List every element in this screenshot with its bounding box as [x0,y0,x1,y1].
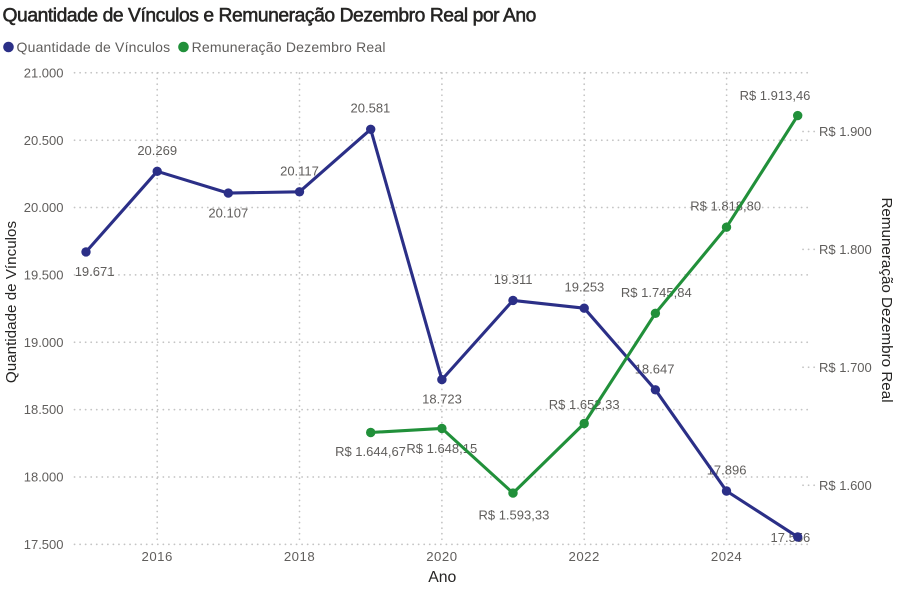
svg-text:R$ 1.648,15: R$ 1.648,15 [406,441,477,456]
svg-text:2022: 2022 [569,549,600,564]
svg-text:19.253: 19.253 [565,279,605,294]
svg-text:19.000: 19.000 [24,335,64,350]
svg-text:R$ 1.652,33: R$ 1.652,33 [549,397,620,412]
svg-text:18.647: 18.647 [635,361,675,376]
svg-text:Quantidade de Vínculos: Quantidade de Vínculos [3,221,20,384]
svg-text:R$ 1.700: R$ 1.700 [819,360,872,375]
svg-text:Quantidade de Vínculos e Remun: Quantidade de Vínculos e Remuneração Dez… [3,5,536,26]
svg-text:R$ 1.745,84: R$ 1.745,84 [621,285,692,300]
svg-text:R$ 1.800: R$ 1.800 [819,242,872,257]
svg-text:R$ 1.600: R$ 1.600 [819,478,872,493]
svg-text:19.500: 19.500 [24,268,64,283]
svg-text:2018: 2018 [284,549,315,564]
svg-text:Ano: Ano [428,569,456,586]
svg-text:2020: 2020 [426,549,457,564]
svg-text:20.269: 20.269 [137,143,177,158]
svg-text:20.117: 20.117 [280,163,319,178]
svg-text:17.896: 17.896 [707,462,747,477]
svg-text:Remuneração Dezembro Real: Remuneração Dezembro Real [192,39,386,55]
svg-text:21.000: 21.000 [24,65,64,80]
svg-text:20.581: 20.581 [351,101,391,116]
svg-text:18.723: 18.723 [422,391,462,406]
svg-text:R$ 1.593,33: R$ 1.593,33 [478,508,549,523]
svg-text:19.671: 19.671 [75,264,115,279]
svg-text:2024: 2024 [711,549,742,564]
svg-text:Remuneração Dezembro Real: Remuneração Dezembro Real [878,197,895,402]
svg-text:R$ 1.818,80: R$ 1.818,80 [690,199,761,214]
svg-text:17.500: 17.500 [24,537,64,552]
svg-text:18.500: 18.500 [24,402,64,417]
svg-text:R$ 1.644,67: R$ 1.644,67 [335,444,406,459]
svg-text:R$ 1.913,46: R$ 1.913,46 [740,88,811,103]
svg-text:18.000: 18.000 [24,470,64,485]
svg-text:R$ 1.900: R$ 1.900 [819,124,872,139]
svg-text:20.107: 20.107 [208,205,248,220]
svg-text:20.500: 20.500 [24,133,64,148]
svg-text:2016: 2016 [142,549,173,564]
svg-text:20.000: 20.000 [24,200,64,215]
svg-text:Quantidade de Vínculos: Quantidade de Vínculos [17,39,171,55]
svg-text:19.311: 19.311 [494,272,533,287]
